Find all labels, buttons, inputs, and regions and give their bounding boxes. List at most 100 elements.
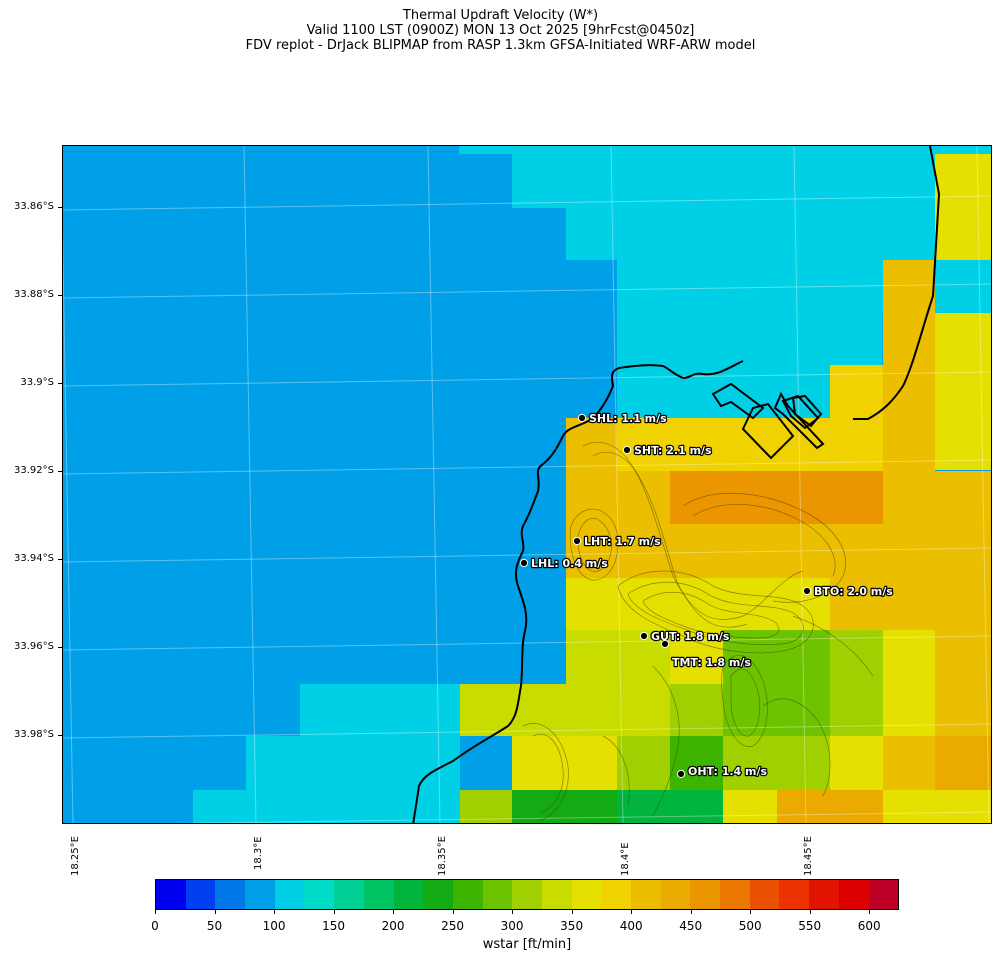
grid-cell xyxy=(617,790,723,823)
ocean-mask xyxy=(63,146,617,823)
colorbar-segment xyxy=(660,880,691,909)
graticule xyxy=(63,146,991,823)
grid-cell xyxy=(723,630,830,684)
lat-label-33-96: 33.96°S xyxy=(14,641,54,652)
grid-cell xyxy=(883,736,935,790)
site-marker-sht[interactable] xyxy=(622,445,632,455)
colorbar-title: wstar [ft/min] xyxy=(482,937,572,952)
grid-cell xyxy=(459,146,991,154)
grid-cell xyxy=(617,365,670,418)
colorbar-tick-mark xyxy=(512,910,514,914)
lat-tick xyxy=(58,559,62,560)
colorbar-tick-mark xyxy=(274,910,276,914)
colorbar-tick-mark xyxy=(690,910,692,914)
map-source: FDV replot - DrJack BLIPMAP from RASP 1.… xyxy=(245,38,756,53)
grid-cell xyxy=(935,418,991,470)
colorbar-segment xyxy=(571,880,602,909)
grid-cell xyxy=(935,260,991,313)
lat-tick xyxy=(58,207,62,208)
site-marker-lht[interactable] xyxy=(572,536,582,546)
wstar-map[interactable]: SHL: 1.1 m/s SHT: 2.1 m/s LHT: 1.7 m/s LHL:… xyxy=(62,145,992,824)
colorbar-tick-mark xyxy=(393,910,395,914)
grid-cell xyxy=(670,684,723,736)
colorbar-tick-mark xyxy=(571,910,573,914)
grid-cell xyxy=(460,790,512,823)
colorbar-segment xyxy=(363,880,394,909)
site-label-sht: SHT: 2.1 m/s xyxy=(634,444,712,457)
colorbar-tick-mark xyxy=(333,910,335,914)
colorbar-tick-mark xyxy=(452,910,454,914)
colorbar-segment xyxy=(245,880,275,909)
colorbar-tick-label: 0 xyxy=(151,919,159,933)
grid-cell xyxy=(670,578,830,630)
map-valid-time: Valid 1100 LST (0900Z) MON 13 Oct 2025 [… xyxy=(306,23,695,38)
site-marker-shl[interactable] xyxy=(577,413,587,423)
grid-cell xyxy=(830,630,883,684)
grid-cell xyxy=(566,630,670,684)
colorbar-tick-label: 250 xyxy=(441,919,465,933)
grid-cell xyxy=(935,208,991,260)
colorbar-tick-label: 500 xyxy=(738,919,762,933)
grid-cell xyxy=(723,790,777,823)
grid-cell xyxy=(883,260,935,313)
colorbar-segment xyxy=(156,880,186,909)
grid-cell xyxy=(566,471,670,524)
grid-cell xyxy=(830,684,883,736)
terrain-contours xyxy=(522,441,874,822)
grid-cell xyxy=(883,790,991,823)
grid-cell xyxy=(566,208,937,260)
grid-cell xyxy=(617,418,670,471)
grid-cell xyxy=(935,684,991,736)
grid-cell xyxy=(935,630,991,684)
colorbar-segment xyxy=(631,880,661,909)
colorbar-segment xyxy=(809,880,839,909)
site-marker-bto[interactable] xyxy=(802,586,812,596)
colorbar-segment xyxy=(690,880,721,909)
grid-cell xyxy=(935,578,991,630)
grid-cell xyxy=(670,736,723,790)
colorbar xyxy=(155,879,899,910)
grid-cell xyxy=(460,684,566,736)
site-marker-tmt[interactable] xyxy=(660,639,670,649)
colorbar-tick-label: 400 xyxy=(619,919,643,933)
grid-cell xyxy=(670,418,883,471)
grid-cell xyxy=(723,736,830,790)
site-label-tmt: TMT: 1.8 m/s xyxy=(672,656,751,669)
site-label-lht: LHT: 1.7 m/s xyxy=(584,535,661,548)
colorbar-tick-label: 100 xyxy=(262,919,286,933)
colorbar-segment xyxy=(541,880,572,909)
colorbar-segment xyxy=(512,880,542,909)
grid-cell xyxy=(883,418,935,471)
colorbar-tick-mark xyxy=(631,910,633,914)
site-marker-lhl[interactable] xyxy=(519,558,529,568)
colorbar-segment xyxy=(334,880,364,909)
site-markers: SHL: 1.1 m/s SHT: 2.1 m/s LHT: 1.7 m/s LHL:… xyxy=(519,411,894,779)
grid-cells xyxy=(63,146,991,823)
colorbar-tick-label: 350 xyxy=(560,919,584,933)
colorbar-tick-label: 300 xyxy=(500,919,524,933)
colorbar-tick-label: 600 xyxy=(857,919,881,933)
grid-cell xyxy=(830,578,935,630)
grid-cell xyxy=(566,524,935,578)
lat-tick xyxy=(58,471,62,472)
site-marker-gut[interactable] xyxy=(639,631,649,641)
colorbar-segment xyxy=(601,880,631,909)
colorbar-tick-mark xyxy=(869,910,871,914)
lon-label-18-40: 18.4°E xyxy=(620,842,631,876)
site-marker-oht[interactable] xyxy=(676,769,686,779)
colorbar-segment xyxy=(393,880,424,909)
map-title: Thermal Updraft Velocity (W*) xyxy=(402,8,599,23)
grid-cell xyxy=(883,630,935,684)
grid-cell xyxy=(617,736,670,790)
lat-label-33-92: 33.92°S xyxy=(14,465,54,476)
colorbar-segment xyxy=(452,880,483,909)
lat-label-33-86: 33.86°S xyxy=(14,201,54,212)
colorbar-segment xyxy=(423,880,453,909)
colorbar-tick-mark xyxy=(750,910,752,914)
lon-label-18-30: 18.3°E xyxy=(253,836,264,870)
map-canvas: SHL: 1.1 m/s SHT: 2.1 m/s LHT: 1.7 m/s LHL:… xyxy=(63,146,991,823)
colorbar-segment xyxy=(185,880,216,909)
colorbar-tick-label: 450 xyxy=(679,919,703,933)
grid-cell xyxy=(300,684,460,736)
grid-cell xyxy=(193,790,413,823)
